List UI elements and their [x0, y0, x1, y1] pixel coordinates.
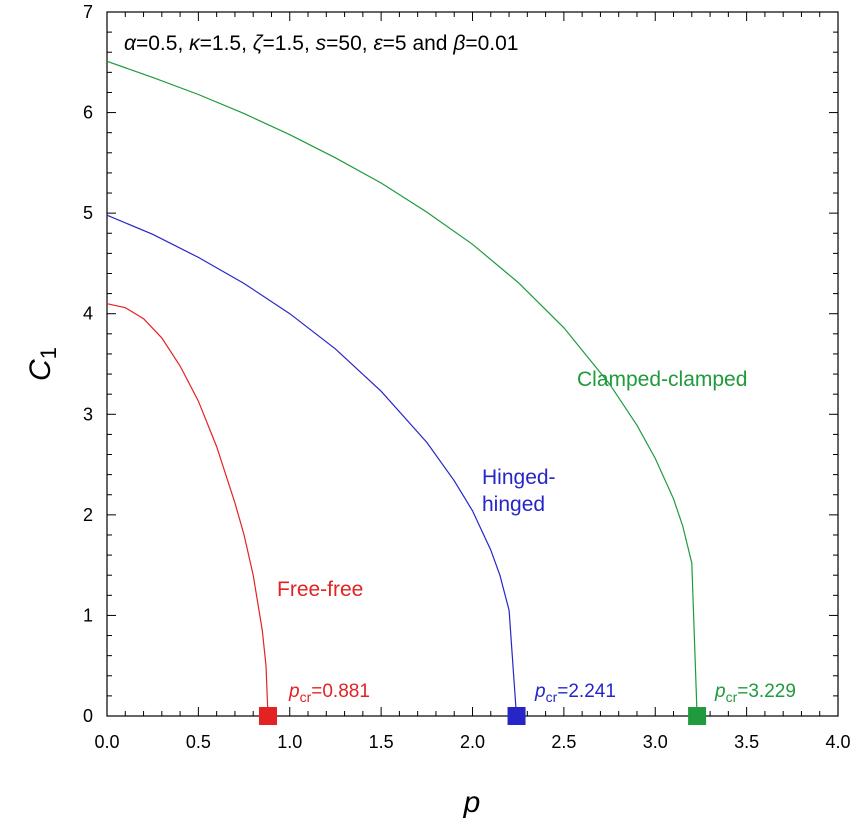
- pcr-subscript: cr: [300, 689, 312, 705]
- param-symbol: β: [452, 32, 465, 55]
- y-tick-label: 7: [83, 2, 93, 22]
- pcr-marker: [507, 707, 526, 725]
- series-labels: Free-free Hinged-hinged Clamped-clamped: [277, 368, 747, 601]
- x-tick-labels: 0.0 0.5 1.0 1.5 2.0 2.5 3.0 3.5 4.0: [94, 732, 850, 752]
- y-tick-labels: 0 1 2 3 4 5 6 7: [83, 2, 93, 726]
- series-label: Clamped-clamped: [577, 368, 747, 391]
- x-tick-label: 1.5: [369, 732, 394, 752]
- series-line: [106, 303, 269, 717]
- series-label-line: Clamped-clamped: [577, 368, 747, 391]
- pcr-symbol: p: [534, 681, 546, 702]
- param-value: =5 and: [383, 32, 454, 55]
- pcr-label: pcr=2.241: [534, 681, 616, 705]
- pcr-subscript: cr: [546, 689, 558, 705]
- y-tick-label: 6: [83, 103, 93, 123]
- param-symbol: ζ: [253, 32, 264, 55]
- pcr-markers: [259, 707, 707, 725]
- y-tick-label: 1: [83, 605, 93, 625]
- x-tick-label: 4.0: [825, 732, 850, 752]
- pcr-value: =0.881: [311, 681, 370, 702]
- param-symbol: ε: [373, 32, 383, 55]
- series-label: Hinged-hinged: [482, 466, 556, 516]
- y-tick-label: 5: [83, 203, 93, 223]
- pcr-value: =2.241: [557, 681, 616, 702]
- param-value: =0.01: [465, 32, 518, 55]
- pcr-subscript: cr: [726, 689, 738, 705]
- x-tick-label: 2.5: [551, 732, 576, 752]
- param-symbol: κ: [189, 32, 201, 55]
- x-tick-label: 3.0: [643, 732, 668, 752]
- y-axis-title: C1: [24, 347, 61, 381]
- param-symbol: α: [124, 32, 137, 55]
- param-value: =1.5,: [200, 32, 253, 55]
- series-lines: [106, 60, 698, 717]
- x-axis-title: p: [463, 786, 481, 819]
- y-tick-label: 3: [83, 404, 93, 424]
- y-axis-title-sub: 1: [36, 347, 61, 359]
- param-symbol: s: [316, 32, 327, 55]
- axis-ticks: [106, 11, 839, 717]
- series-line: [106, 214, 518, 717]
- pcr-marker: [259, 707, 278, 725]
- parameter-annotation: α=0.5, κ=1.5, ζ=1.5, s=50, ε=5 and β=0.0…: [124, 32, 518, 55]
- y-axis-title-main: C: [24, 359, 57, 381]
- x-tick-label: 1.0: [277, 732, 302, 752]
- y-tick-label: 4: [83, 304, 93, 324]
- pcr-symbol: p: [714, 681, 726, 702]
- series-label-line: Free-free: [277, 578, 363, 601]
- pcr-symbol: p: [288, 681, 300, 702]
- param-value: =50,: [326, 32, 373, 55]
- x-tick-label: 0.5: [186, 732, 211, 752]
- series-label-line: Hinged-: [482, 466, 556, 489]
- y-tick-label: 0: [83, 706, 93, 726]
- plot-frame: [106, 11, 839, 717]
- y-tick-label: 2: [83, 505, 93, 525]
- series-label-line: hinged: [482, 493, 545, 516]
- series-line: [106, 60, 698, 717]
- pcr-label: pcr=3.229: [714, 681, 796, 705]
- pcr-value: =3.229: [737, 681, 796, 702]
- pcr-label: pcr=0.881: [288, 681, 370, 705]
- param-value: =1.5,: [263, 32, 316, 55]
- param-value: =0.5,: [136, 32, 189, 55]
- pcr-labels: pcr=0.881 pcr=2.241 pcr=3.229: [288, 681, 796, 705]
- x-tick-label: 2.0: [460, 732, 485, 752]
- x-tick-label: 3.5: [734, 732, 759, 752]
- pcr-marker: [688, 707, 707, 725]
- series-label: Free-free: [277, 578, 363, 601]
- x-tick-label: 0.0: [94, 732, 119, 752]
